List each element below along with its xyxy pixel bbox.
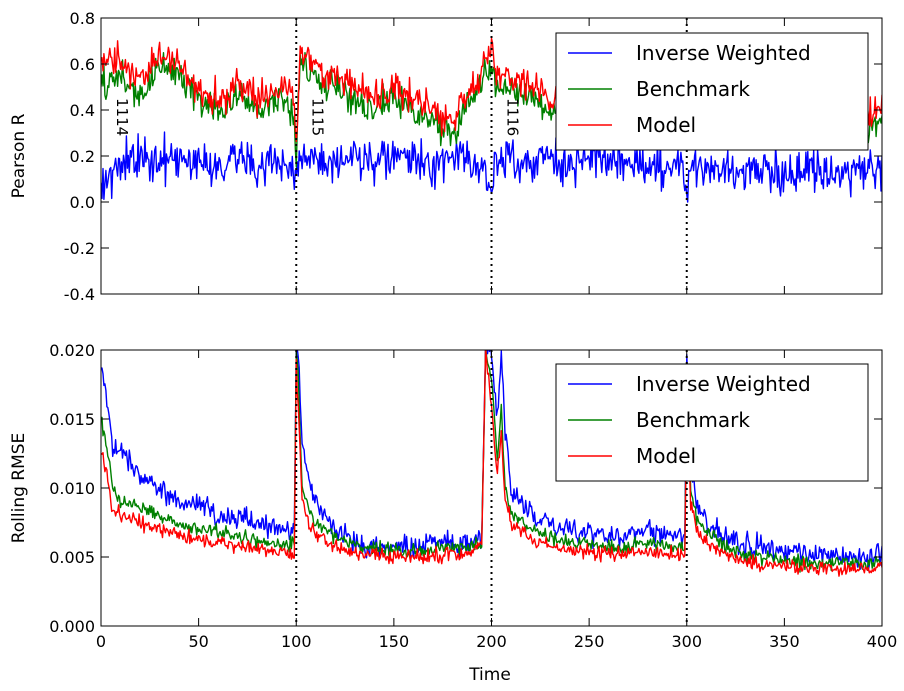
x-tick-label: 150 xyxy=(379,632,410,651)
legend-label: Inverse Weighted xyxy=(636,372,811,396)
y-tick-label: 0.2 xyxy=(70,147,95,166)
y-axis-title: Rolling RMSE xyxy=(9,433,29,544)
y-tick-label: 0.8 xyxy=(70,9,95,28)
x-tick-label: 100 xyxy=(281,632,312,651)
y-tick-label: -0.4 xyxy=(64,285,95,304)
y-tick-label: 0.020 xyxy=(49,341,95,360)
y-tick-label: 0.005 xyxy=(49,548,95,567)
x-tick-label: 400 xyxy=(867,632,898,651)
x-tick-label: 300 xyxy=(671,632,702,651)
y-tick-label: 0.015 xyxy=(49,410,95,429)
y-axis-title: Pearson R xyxy=(9,113,29,198)
x-tick-label: 200 xyxy=(476,632,507,651)
y-tick-label: 0.010 xyxy=(49,479,95,498)
x-axis-title: Time xyxy=(468,665,511,685)
legend-label: Model xyxy=(636,444,696,468)
series-line-benchmark xyxy=(101,350,882,573)
legend-label: Inverse Weighted xyxy=(636,41,811,65)
x-tick-label: 350 xyxy=(769,632,800,651)
legend-label: Benchmark xyxy=(636,77,750,101)
y-tick-label: 0.0 xyxy=(70,193,95,212)
vline-label-1114: 1114 xyxy=(113,98,131,136)
legend: Inverse Weighted Benchmark Model xyxy=(555,32,869,151)
x-tick-label: 50 xyxy=(188,632,208,651)
vline-label-1116: 1116 xyxy=(504,98,522,136)
y-tick-label: 0.4 xyxy=(70,101,95,120)
x-tick-label: 0 xyxy=(96,632,106,651)
legend-box xyxy=(555,363,869,482)
rmse-panel: 0 50 100 150 200 250 300 350 400 0.000 0.005 0.010 0… xyxy=(9,341,897,651)
legend-label: Benchmark xyxy=(636,408,750,432)
legend: Inverse Weighted Benchmark Model xyxy=(555,363,869,482)
x-tick-label: 250 xyxy=(574,632,605,651)
legend-label: Model xyxy=(636,113,696,137)
y-tick-label: 0.6 xyxy=(70,55,95,74)
y-tick-label: 0.000 xyxy=(49,617,95,636)
pearson-panel: 1114 1115 1116 -0.4 -0.2 0.0 0.2 0.4 0.6 0.8 Pears… xyxy=(9,9,883,304)
y-tick-label: -0.2 xyxy=(64,239,95,258)
vline-label-1115: 1115 xyxy=(308,98,326,136)
